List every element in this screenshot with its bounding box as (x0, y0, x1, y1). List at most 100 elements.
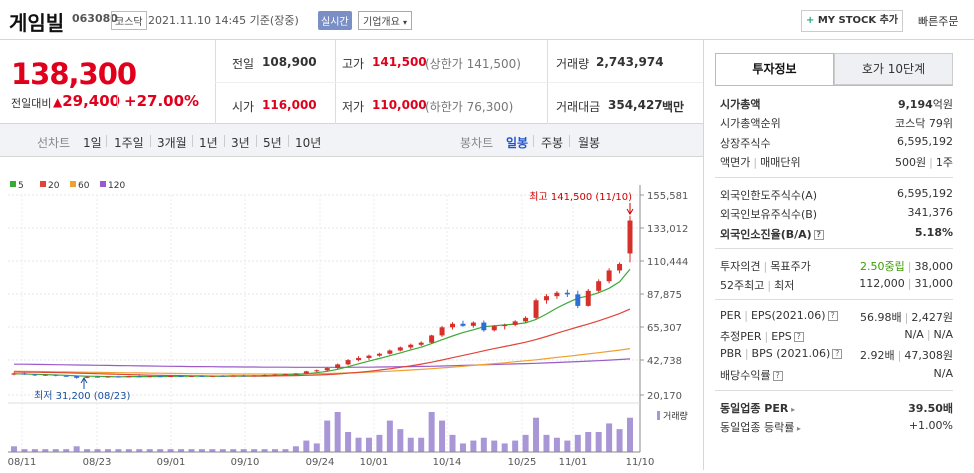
low-value: 110,000 (372, 98, 427, 112)
volume-bar (439, 420, 446, 452)
candle-body (293, 373, 299, 375)
est-per-cell: 추정PER | EPS? (720, 328, 804, 344)
industry-rate-value: +1.00% (908, 419, 953, 432)
quote-datetime: 2021.11.10 14:45 기준(장중) (148, 14, 299, 27)
volume-bar (73, 446, 80, 452)
candle-body (418, 342, 424, 345)
volume-bar (136, 449, 143, 452)
x-tick-label: 10/14 (433, 457, 462, 468)
x-tick-label: 10/25 (508, 457, 537, 468)
per-row: PER | EPS(2021.06)? 56.98배 | 2,427원 (720, 309, 953, 327)
candle-body (209, 375, 215, 377)
market-cap-row: 시가총액 9,194억원 (720, 96, 953, 114)
help-icon[interactable]: ? (793, 332, 804, 342)
volume-bars (11, 411, 660, 452)
foreign-hold-label: 외국인보유주식수(B) (720, 208, 818, 221)
add-my-stock-button[interactable]: + MY STOCK 추가 (801, 10, 903, 32)
quick-order-link[interactable]: 빠른주문 (918, 15, 959, 28)
ma-legend-swatch (10, 181, 16, 187)
foreign-limit-row: 외국인한도주식수(A) 6,595,192 (720, 187, 953, 205)
help-icon[interactable]: ? (772, 371, 783, 381)
per-cell: PER | EPS(2021.06)? (720, 309, 838, 322)
volume-bar (167, 449, 174, 452)
candle-daily[interactable]: 일봉 (506, 136, 529, 150)
candle-body (606, 270, 612, 282)
period-10y[interactable]: 10년 (295, 136, 322, 150)
candle-body (32, 374, 38, 376)
price-chart[interactable]: 5 20 60 120 155,581 133,012 110,444 87,875 65,3… (0, 157, 703, 470)
x-tick-label: 10/01 (360, 457, 389, 468)
52week-high-label: 52주최고 (720, 279, 765, 292)
volume-bar (355, 437, 362, 452)
help-icon[interactable]: ? (813, 230, 824, 240)
candle-body (554, 292, 560, 297)
company-overview-dropdown[interactable]: 기업개요 ▾ (358, 11, 413, 30)
candle-body (397, 347, 403, 351)
y-tick-label: 42,738 (647, 356, 682, 367)
period-3m[interactable]: 3개월 (157, 136, 187, 150)
candle-body (617, 263, 623, 271)
candle-body (502, 324, 508, 327)
period-3y[interactable]: 3년 (231, 136, 250, 150)
period-1w[interactable]: 1주일 (114, 136, 144, 150)
est-per-row: 추정PER | EPS? N/A | N/A (720, 328, 953, 346)
pbr-row: PBR | BPS (2021.06)? 2.92배 | 47,308원 (720, 347, 953, 365)
volume-bar (21, 449, 28, 452)
help-icon[interactable]: ? (832, 349, 843, 359)
candle-body (429, 335, 435, 343)
divider (192, 135, 193, 147)
rank-row: 시가총액순위 코스닥 79위 (720, 115, 953, 133)
volume-value: 2,743,974 (596, 55, 664, 69)
ma-legend-swatch (70, 181, 76, 187)
volume-bar (31, 449, 38, 452)
ma120-line (14, 358, 631, 368)
52week-cell: 52주최고 | 최저 (720, 277, 794, 293)
price-change-pct: +27.00% (124, 92, 200, 110)
divider: | (744, 309, 748, 322)
stock-code: 063080 (72, 12, 118, 25)
candle-weekly[interactable]: 주봉 (541, 136, 564, 150)
candle-body (42, 374, 48, 376)
ma-legend-label: 5 (18, 181, 24, 191)
candle-body (512, 321, 518, 325)
candle-chart-tab[interactable]: 봉차트 (460, 136, 494, 150)
x-tick-label: 09/24 (306, 457, 335, 468)
help-icon[interactable]: ? (827, 311, 838, 321)
period-5y[interactable]: 5년 (263, 136, 282, 150)
period-1y[interactable]: 1년 (199, 136, 218, 150)
pbr-cell: PBR | BPS (2021.06)? (720, 347, 843, 360)
high-value: 141,500 (372, 55, 427, 69)
candle-monthly[interactable]: 월봉 (578, 136, 601, 150)
period-1d[interactable]: 1일 (83, 136, 102, 150)
divider (715, 390, 953, 391)
candle-body (481, 322, 487, 331)
foreign-hold-value: 341,376 (907, 206, 954, 219)
tab-orderbook-10[interactable]: 호가 10단계 (834, 53, 953, 85)
candle-body (282, 374, 288, 376)
foreign-ratio-row: 외국인소진율(B/A)? 5.18% (720, 226, 953, 244)
foreign-hold-row: 외국인보유주식수(B) 341,376 (720, 206, 953, 224)
divider (150, 135, 151, 147)
volume-bar (272, 449, 279, 452)
divider: | (904, 311, 909, 324)
rank-label: 시가총액순위 (720, 117, 781, 130)
divider: | (767, 279, 772, 292)
candle-body (450, 323, 456, 328)
realtime-button[interactable]: 실시간 (318, 11, 352, 30)
x-axis: 08/11 08/23 09/01 09/10 09/24 10/01 10/14 10/25… (8, 457, 655, 468)
ma60-line (13, 348, 631, 375)
industry-per-value: 39.50배 (908, 402, 953, 415)
industry-rate-row: 동일업종 등락률 ▸ +1.00% (720, 419, 953, 437)
open-value: 116,000 (262, 98, 317, 112)
candle-body (303, 371, 309, 374)
ma5-line (13, 268, 631, 378)
candle-body (585, 290, 591, 306)
volume-bar (470, 440, 477, 452)
volume-bar (595, 432, 602, 452)
volume-bar (397, 429, 404, 452)
divider (117, 94, 118, 108)
line-chart-tab[interactable]: 선차트 (37, 136, 71, 150)
high-marker-arrowhead (626, 208, 634, 215)
tab-investment-info[interactable]: 투자정보 (715, 53, 834, 85)
candle-body (345, 360, 351, 365)
